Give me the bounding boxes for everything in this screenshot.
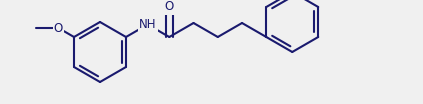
Text: O: O: [165, 1, 174, 14]
Text: O: O: [54, 22, 63, 35]
Text: NH: NH: [139, 18, 157, 31]
